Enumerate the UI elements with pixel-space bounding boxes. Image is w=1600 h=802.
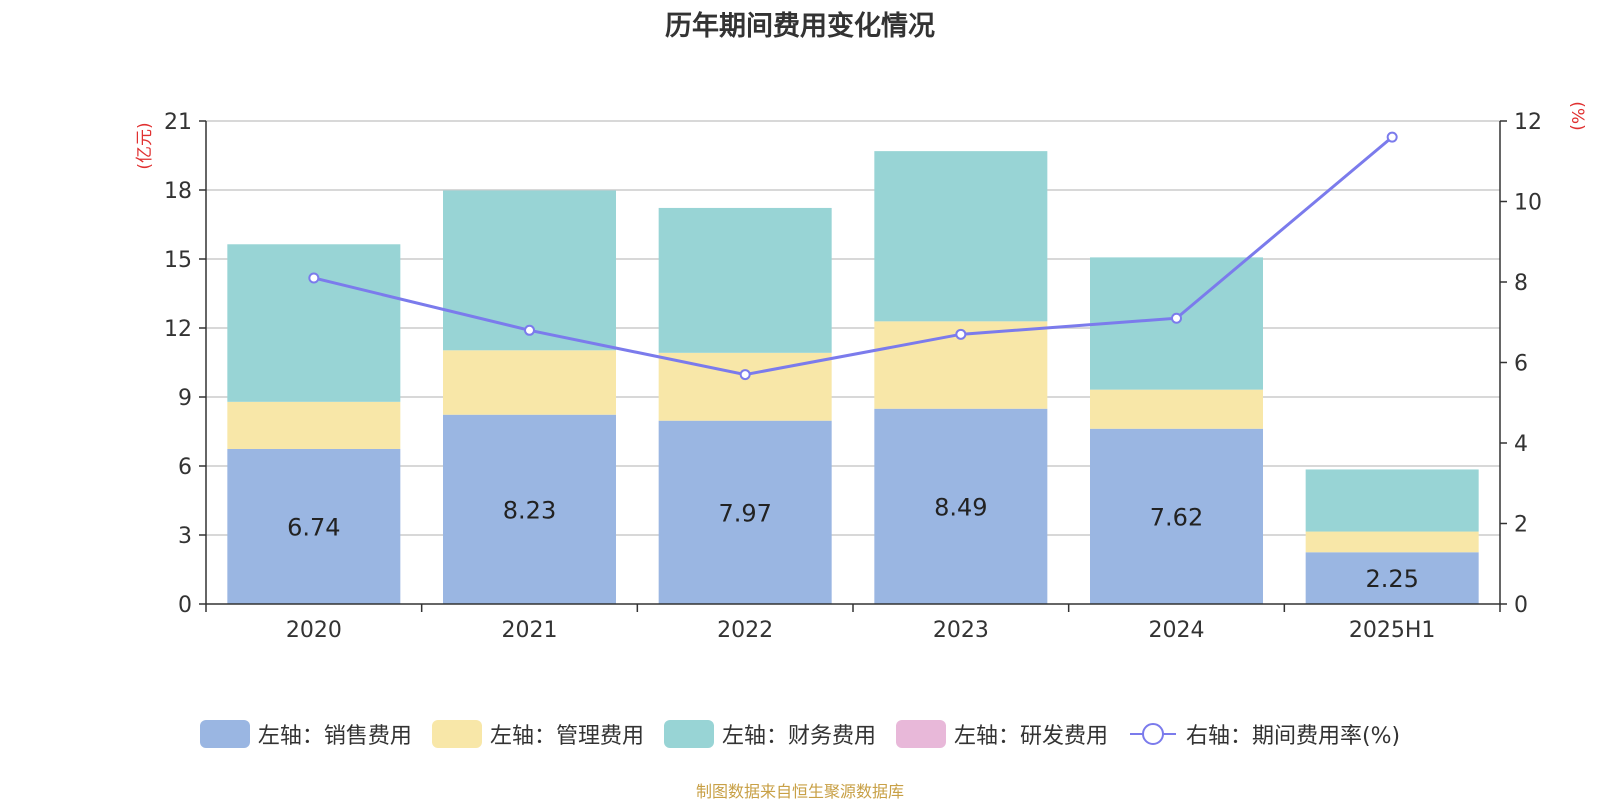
bar-segment [658,207,832,353]
right-axis-tick-label: 0 [1514,593,1528,618]
grid-lines [206,120,1500,536]
bar-segment [227,448,401,604]
legend-swatch [895,720,946,748]
bar-segment [658,420,832,604]
rate-point [524,324,535,336]
left-axis-tick-label: 6 [178,455,192,480]
left-axis-tick-label: 3 [178,524,192,549]
legend-label: 左轴：销售费用 [257,724,412,749]
right-axis-tick-label: 10 [1514,191,1542,216]
bar-segment [1090,389,1263,429]
rate-point [955,328,967,340]
right-axis-tick-label: 8 [1514,271,1528,296]
left-axis-tick-label: 12 [164,317,192,342]
bar-segment [874,408,1048,604]
bar-value-label: 6.74 [287,513,340,541]
left-axis-tick-label: 0 [178,593,192,618]
bar-value-label: 8.23 [503,496,556,524]
chart-title: 历年期间费用变化情况 [665,11,935,42]
bar-value-label: 2.25 [1365,565,1418,593]
right-axis-tick-label: 6 [1514,352,1528,377]
legend-line-marker-icon [1129,723,1176,745]
right-axis-tick-label: 2 [1514,513,1528,538]
legend-swatch [663,720,714,748]
rate-line [313,135,1394,377]
bar-segment [1305,531,1479,553]
bar-segment [443,350,616,415]
left-axis-tick-label: 15 [164,248,192,273]
left-axis-tick-label: 9 [178,386,192,411]
chart-area: 0 3 6 9 12 15 18 21 0 2 4 6 8 10 12 2020 2021 2022 2023 202… [135,101,1587,643]
legend-label: 右轴：期间费用率(%) [1185,724,1401,749]
rate-point [1171,312,1182,324]
left-axis-tick-label: 21 [164,110,192,135]
right-axis-tick-label: 12 [1514,110,1542,135]
x-axis-tick-label: 2023 [933,618,989,643]
bar-value-label: 7.62 [1150,503,1203,531]
legend-label: 左轴：研发费用 [953,724,1108,749]
bar-value-label: 8.49 [934,493,987,521]
legend-item[interactable]: 左轴：管理费用 [431,718,644,750]
x-axis-tick-label: 2025H1 [1349,618,1436,643]
bar-segment [1090,428,1263,604]
left-axis-unit-label: (亿元) [135,122,155,169]
bar-value-label: 7.97 [718,499,771,527]
rate-point [308,272,320,284]
legend-item[interactable]: 左轴：研发费用 [895,718,1108,750]
bar-segment [1305,469,1479,532]
legend-item[interactable]: 右轴：期间费用率(%) [1128,718,1400,750]
legend-swatch [199,720,250,748]
right-axis-unit-label: (%) [1567,101,1587,130]
bar-segment [227,244,401,402]
bar-segment [227,401,401,449]
x-axis-tick-label: 2022 [717,618,773,643]
x-axis-tick-label: 2024 [1149,618,1205,643]
legend: 左轴：销售费用 左轴：管理费用 左轴：财务费用 左轴：研发费用 右轴：期间费用率(%) [0,718,1600,750]
bar-layer [227,151,1479,604]
legend-label: 左轴：财务费用 [721,724,876,749]
bar-segment [443,414,616,604]
right-axis-tick-label: 4 [1514,432,1528,457]
legend-item[interactable]: 左轴：财务费用 [663,718,876,750]
data-labels: 6.74 8.23 7.97 8.49 7.62 2.25 [287,493,1419,593]
legend-swatch [431,720,482,748]
source-note: 制图数据来自恒生聚源数据库 [695,782,904,801]
x-axis-tick-label: 2020 [286,618,342,643]
legend-item[interactable]: 左轴：销售费用 [199,718,412,750]
x-axis-tick-label: 2021 [502,618,558,643]
rate-point [739,369,751,381]
bar-segment [1305,552,1479,604]
bar-segment [443,190,616,351]
line-layer [308,131,1398,381]
left-axis-tick-label: 18 [164,179,192,204]
rate-point [1386,131,1398,143]
axes: 0 3 6 9 12 15 18 21 0 2 4 6 8 10 12 2020 2021 2022 2023 202… [135,101,1587,643]
bar-segment [874,151,1048,322]
legend-label: 左轴：管理费用 [489,724,644,749]
